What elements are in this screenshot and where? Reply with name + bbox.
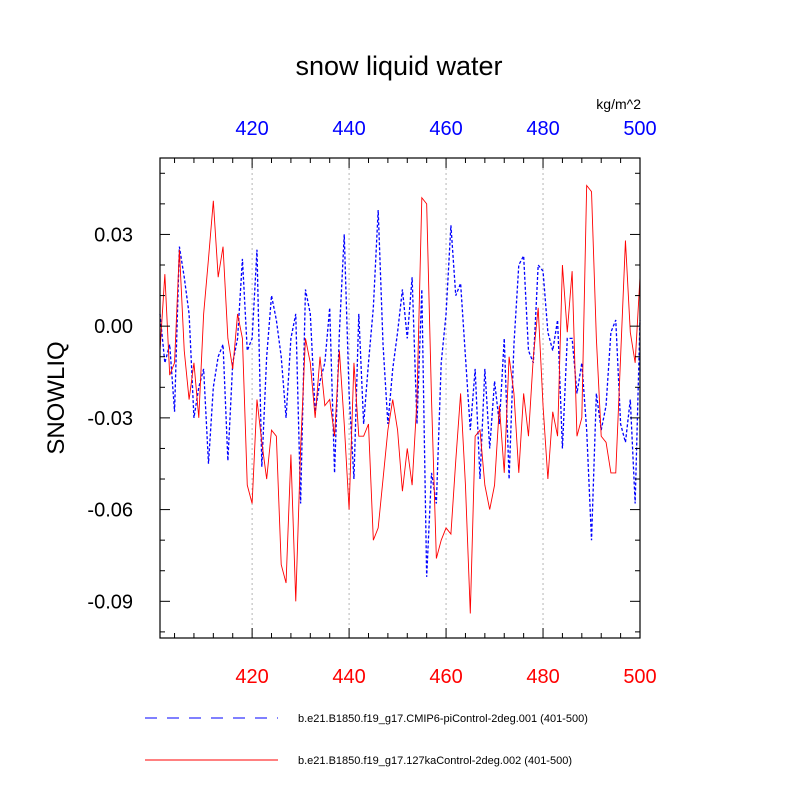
x-tick-label-top: 500 <box>623 118 656 140</box>
y-tick-label: -0.09 <box>87 591 133 613</box>
tick-labels: 420 420 440 440 460 460 480 480 500 500 0.03 0.00 -0… <box>87 118 656 688</box>
series-lines <box>159 184 641 614</box>
series-line-piControl <box>159 209 641 577</box>
legend: b.e21.B1850.f19_g17.CMIP6-piControl-2deg… <box>145 713 588 767</box>
axis-ticks <box>160 158 641 638</box>
x-tick-label-bottom: 480 <box>526 666 559 688</box>
series-line-127kaControl <box>159 184 641 614</box>
y-tick-label: 0.03 <box>94 224 133 246</box>
legend-label-127kaControl: b.e21.B1850.f19_g17.127kaControl-2deg.00… <box>298 755 572 767</box>
plot-frame <box>159 157 641 639</box>
legend-label-piControl: b.e21.B1850.f19_g17.CMIP6-piControl-2deg… <box>298 713 588 725</box>
x-tick-label-top: 440 <box>332 118 365 140</box>
y-tick-label: 0.00 <box>94 316 133 338</box>
units-label: kg/m^2 <box>596 96 641 112</box>
x-tick-label-top: 480 <box>526 118 559 140</box>
x-tick-label-bottom: 420 <box>235 666 268 688</box>
y-axis-label: SNOWLIQ <box>43 341 70 454</box>
x-tick-label-top: 420 <box>235 118 268 140</box>
x-tick-label-bottom: 460 <box>429 666 462 688</box>
chart-title: snow liquid water <box>295 51 502 81</box>
x-tick-label-top: 460 <box>429 118 462 140</box>
x-tick-label-bottom: 440 <box>332 666 365 688</box>
x-tick-label-bottom: 500 <box>623 666 656 688</box>
y-tick-label: -0.03 <box>87 408 133 430</box>
grid-lines <box>251 158 544 638</box>
y-tick-label: -0.06 <box>87 500 133 522</box>
